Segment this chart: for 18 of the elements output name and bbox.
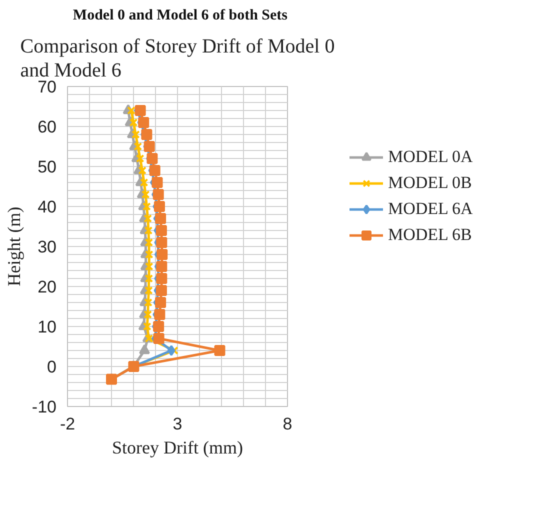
x-tick-label: 3 (172, 414, 182, 434)
y-tick-label: 60 (38, 118, 57, 136)
legend-label: MODEL 0A (388, 147, 473, 168)
x-tick-label: -2 (60, 414, 76, 434)
legend-label: MODEL 0B (388, 173, 472, 194)
x-axis-title: Storey Drift (mm) (112, 438, 243, 458)
y-tick-label: 30 (38, 238, 57, 256)
y-tick-label: 40 (38, 198, 57, 216)
y-tick-label: 20 (38, 278, 57, 296)
y-tick-label: 0 (47, 358, 57, 376)
legend-label: MODEL 6A (388, 199, 473, 220)
y-tick-label: -10 (32, 398, 57, 416)
y-tick-label: 50 (38, 158, 57, 176)
y-tick-label: 10 (38, 318, 57, 336)
x-tick-label: 8 (282, 414, 292, 434)
legend-label: MODEL 6B (388, 225, 472, 246)
text: Model 0 and Model 6 of both Sets (72, 8, 288, 24)
y-axis-title: Height (m) (4, 206, 24, 286)
